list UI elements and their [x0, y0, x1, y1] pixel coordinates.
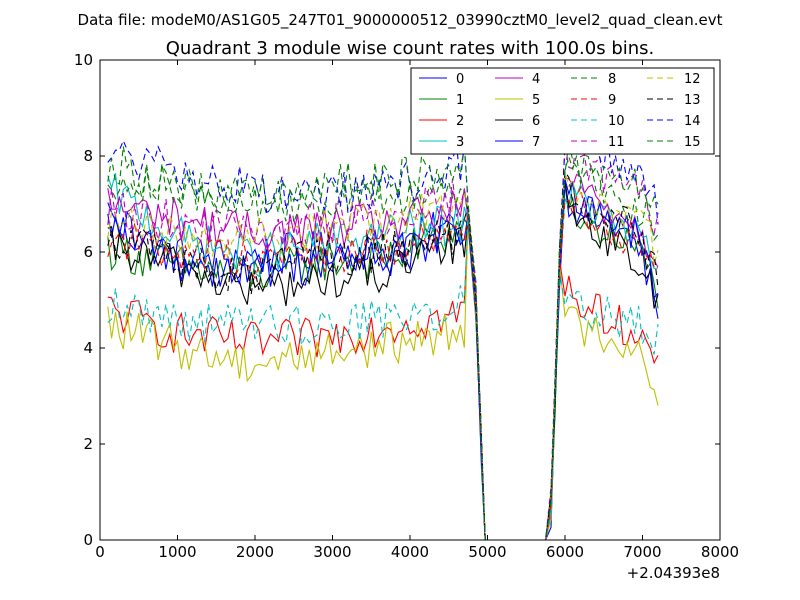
series-line-9	[107, 185, 659, 541]
legend-label-6: 6	[532, 114, 540, 129]
chart-title: Quadrant 3 module wise count rates with …	[166, 38, 655, 59]
series-line-5	[107, 217, 659, 541]
x-tick-label: 8000	[701, 543, 739, 561]
legend-label-15: 15	[684, 135, 701, 150]
series-line-12	[107, 172, 659, 541]
y-tick-label: 4	[83, 339, 93, 357]
y-tick-label: 0	[83, 531, 93, 549]
x-tick-label: 2000	[236, 543, 274, 561]
series-line-13	[107, 169, 659, 541]
legend-label-10: 10	[608, 114, 625, 129]
suptitle: Data file: modeM0/AS1G05_247T01_90000005…	[78, 11, 723, 30]
series-line-7	[107, 179, 659, 541]
legend-label-13: 13	[684, 93, 701, 108]
legend-label-12: 12	[684, 72, 701, 87]
y-tick-label: 8	[83, 147, 93, 165]
y-tick-label: 10	[74, 51, 93, 69]
x-tick-label: 7000	[623, 543, 661, 561]
x-tick-label: 5000	[468, 543, 506, 561]
legend-label-11: 11	[608, 135, 625, 150]
x-tick-label: 0	[95, 543, 105, 561]
legend-label-7: 7	[532, 135, 540, 150]
legend-label-14: 14	[684, 114, 701, 129]
legend-label-4: 4	[532, 72, 540, 87]
x-tick-label: 4000	[391, 543, 429, 561]
legend-label-5: 5	[532, 93, 540, 108]
legend-label-9: 9	[608, 93, 616, 108]
series-line-10	[107, 210, 659, 541]
series-line-2	[107, 222, 659, 541]
y-tick-label: 6	[83, 243, 93, 261]
legend-label-2: 2	[456, 114, 464, 129]
x-tick-label: 1000	[158, 543, 196, 561]
series-line-3	[107, 173, 659, 541]
series-line-6	[107, 180, 659, 541]
legend-box	[410, 67, 715, 155]
legend-label-3: 3	[456, 135, 464, 150]
legend-label-1: 1	[456, 93, 464, 108]
series-line-14	[107, 124, 659, 541]
series-line-4	[107, 173, 659, 541]
x-tick-label: 6000	[546, 543, 584, 561]
legend-label-0: 0	[456, 72, 464, 87]
legend-label-8: 8	[608, 72, 616, 87]
plot-lines	[107, 124, 659, 541]
x-tick-label: 3000	[313, 543, 351, 561]
y-tick-label: 2	[83, 435, 93, 453]
series-line-15	[107, 144, 659, 541]
series-line-8	[107, 141, 659, 541]
x-offset-label: +2.04393e8	[627, 564, 720, 582]
